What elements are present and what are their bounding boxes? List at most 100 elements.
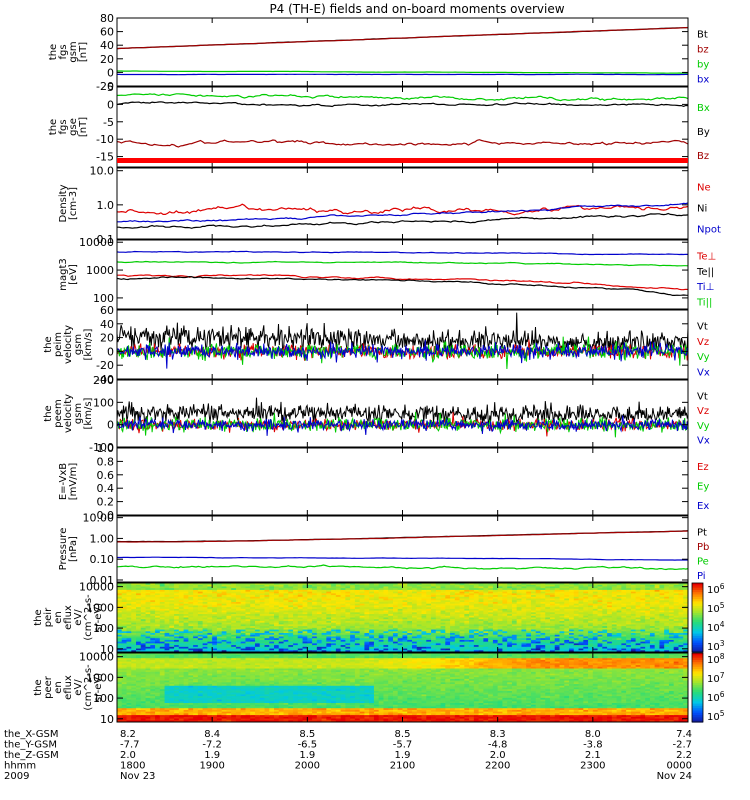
y-tick-label: -5 <box>103 116 114 129</box>
time-axis-value: -3.8 <box>583 740 603 751</box>
y-tick-label: 1000 <box>86 671 114 684</box>
time-axis-row-label: 2009 <box>4 771 29 782</box>
panel-1-frame <box>116 17 689 87</box>
y-tick-label: 100 <box>93 692 114 705</box>
panel-2-plot-area <box>117 93 688 148</box>
y-axis-label: en <box>53 611 64 624</box>
y-axis-label: peem <box>53 399 64 427</box>
time-axis-row-label: the_X-GSM <box>4 729 58 740</box>
y-axis-label: eV/ <box>73 679 84 696</box>
y-tick-label: 100 <box>93 396 114 409</box>
colorbar-tick-label: 105 <box>707 709 725 723</box>
panel-10-y-label: the peer en eflux eV/(cm^2-s-sr-eV) <box>33 664 104 711</box>
panel-2-legend: Bx By Bz <box>697 103 710 162</box>
panel-8-frame <box>116 515 689 583</box>
y-tick-label: 0.4 <box>97 482 115 495</box>
colorbar-tick-label: 106 <box>707 582 725 596</box>
time-axis-value: -7.7 <box>120 740 140 751</box>
y-tick-label: 60 <box>100 26 114 39</box>
series-line-Te⊥ <box>117 274 688 291</box>
y-tick-label: 0.2 <box>97 496 115 509</box>
legend-entry: Ti⊥ <box>696 282 714 293</box>
panel-9-colorbar: 103 104 105 106 <box>691 582 725 653</box>
y-tick-label: 1.0 <box>97 199 115 212</box>
legend-entry: Te⊥ <box>696 252 716 263</box>
series-line-Ne <box>117 203 688 216</box>
y-axis-label: [nT] <box>78 117 89 137</box>
legend-entry: Vt <box>697 391 708 402</box>
series-line-Bz <box>117 139 688 148</box>
panel-5-plot-area <box>117 312 688 370</box>
panel-5-legend: Vt Vz Vy Vx <box>697 322 710 379</box>
y-tick-label: 1000 <box>86 264 114 277</box>
panel-10-colorbar: 105 106 107 108 <box>691 652 725 723</box>
time-axis-value: 2300 <box>580 761 605 772</box>
y-tick-label: 0 <box>107 98 114 111</box>
y-axis-label: sr-eV) <box>93 673 104 702</box>
y-tick-label: 20 <box>100 332 114 345</box>
y-axis-label: (cm^2-s- <box>83 664 94 711</box>
panel-1-plot-area <box>117 26 688 76</box>
y-axis-label: E=-VxB <box>58 463 69 500</box>
y-axis-label: Density <box>58 184 69 222</box>
time-axis-value: 8.5 <box>395 729 411 740</box>
legend-entry: Bz <box>697 151 709 162</box>
legend-entry: By <box>697 127 710 138</box>
legend-entry: Ez <box>697 462 709 473</box>
panel-5-y-label: the peim velocity gsm [km/s] <box>43 325 94 364</box>
colorbar-tick-label: 108 <box>707 652 725 666</box>
y-tick-label: 0 <box>107 66 114 79</box>
panel-9-y-label: the peir en eflux eV/(cm^2-s-sr-eV) <box>33 594 104 641</box>
time-axis-value: Nov 24 <box>657 771 692 782</box>
legend-entry: Vz <box>697 337 709 348</box>
time-axis-value: 1.9 <box>395 750 411 761</box>
time-axis-row-label: the_Z-GSM <box>4 750 59 761</box>
y-tick-label: 5 <box>107 81 114 94</box>
time-axis-value: -6.5 <box>298 740 318 751</box>
time-axis-row-label: hhmm <box>4 761 36 772</box>
series-line-Te|| <box>117 275 688 296</box>
series-line-Vt <box>117 397 688 425</box>
y-tick-label: 0.01 <box>90 574 115 587</box>
y-tick-label: 10000 <box>79 236 114 249</box>
y-axis-label: magt3 <box>58 258 69 291</box>
y-tick-label: 10000 <box>79 651 114 664</box>
panel-3-y-label: Density [cm-3] <box>58 184 79 222</box>
panel-1-y-label: the fgs gsm [nT] <box>48 41 89 62</box>
y-tick-label: 10 <box>100 713 114 726</box>
y-axis-label: gsm <box>68 41 79 62</box>
y-tick-label: -20 <box>96 80 114 93</box>
y-tick-label: 10.0 <box>90 165 115 178</box>
y-axis-label: peer <box>43 675 54 699</box>
series-line-Vx <box>117 340 688 369</box>
y-tick-label: 100 <box>93 292 114 305</box>
legend-entry: Vx <box>697 436 710 447</box>
series-line-by <box>117 70 688 74</box>
y-axis-label: sr-eV) <box>93 603 104 632</box>
y-axis-label: [km/s] <box>83 328 94 360</box>
y-axis-label: fgs <box>58 44 69 59</box>
panel-8-legend: Pt Pb Pe Pi <box>697 527 709 582</box>
legend-entry: Vz <box>697 406 709 417</box>
y-axis-label: gse <box>68 118 79 136</box>
panel-2-y-label: the fgs gse [nT] <box>48 117 89 137</box>
y-axis-label: eflux <box>63 675 74 700</box>
time-axis-value: -2.7 <box>672 740 692 751</box>
panel-2: Bx By Bz -15 -10 -5 0 5 the fgs gse [nT] <box>48 81 710 168</box>
y-tick-label: 0.6 <box>97 469 115 482</box>
y-tick-label: 100 <box>93 622 114 635</box>
panel-8-plot-area <box>117 530 688 571</box>
panel-7-y-axis: 0.00.20.40.60.81.0 <box>97 442 689 522</box>
time-axis-value: 8.0 <box>585 729 601 740</box>
panel-7-frame <box>116 447 689 516</box>
panel-4-y-label: magt3 [eV] <box>58 258 79 291</box>
y-tick-label: 20 <box>100 53 114 66</box>
panel-9-plot-area <box>117 583 688 652</box>
legend-entry: Bx <box>697 103 710 114</box>
y-tick-label: 0.1 <box>97 233 115 246</box>
colorbar-tick-label: 107 <box>707 671 725 685</box>
